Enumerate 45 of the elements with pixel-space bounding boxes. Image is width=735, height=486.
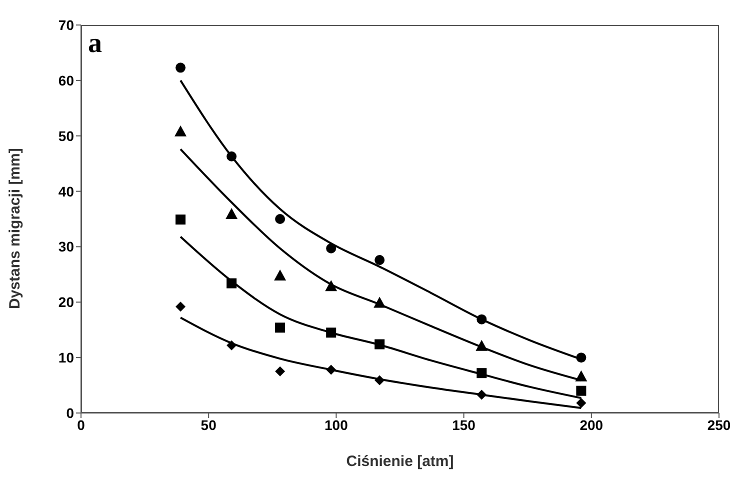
point [226, 340, 237, 350]
y-tick-label: 30 [58, 238, 74, 255]
y-tick-label: 40 [58, 183, 74, 200]
point [226, 278, 237, 288]
point [326, 364, 336, 375]
x-tick-label: 50 [200, 416, 217, 433]
x-tick-label: 100 [324, 416, 348, 433]
point [226, 151, 237, 162]
point [374, 296, 386, 308]
y-tick-label: 0 [66, 404, 74, 421]
point [176, 62, 186, 73]
point [176, 302, 186, 312]
point [326, 328, 336, 338]
y-tick-label: 50 [58, 128, 74, 144]
point [326, 243, 336, 254]
x-tick-label: 0 [77, 416, 86, 433]
point [176, 214, 186, 225]
point [374, 375, 385, 386]
point [274, 270, 286, 281]
point [476, 340, 488, 351]
x-axis-title: Ciśnienie [atm] [346, 453, 454, 470]
y-axis-title: Dystans migracji [mm] [6, 148, 24, 309]
point [374, 255, 385, 266]
point [576, 386, 586, 396]
point [275, 322, 286, 333]
point [325, 280, 338, 292]
annotation: a [88, 28, 102, 60]
y-tick-label: 70 [58, 16, 74, 33]
x-tick-label: 250 [707, 416, 731, 433]
point [576, 398, 586, 408]
point [374, 339, 385, 350]
x-tick-label: 200 [580, 416, 604, 433]
point [476, 368, 487, 378]
point [275, 366, 286, 376]
y-tick-label: 20 [58, 294, 74, 310]
point [476, 314, 487, 324]
x-tick-label: 150 [452, 416, 476, 433]
point [575, 370, 588, 382]
point [174, 125, 187, 136]
y-tick-label: 60 [58, 72, 74, 88]
y-tick-label: 10 [58, 350, 74, 366]
point [275, 214, 286, 224]
point [576, 352, 586, 363]
point [476, 390, 487, 400]
point [226, 208, 238, 220]
